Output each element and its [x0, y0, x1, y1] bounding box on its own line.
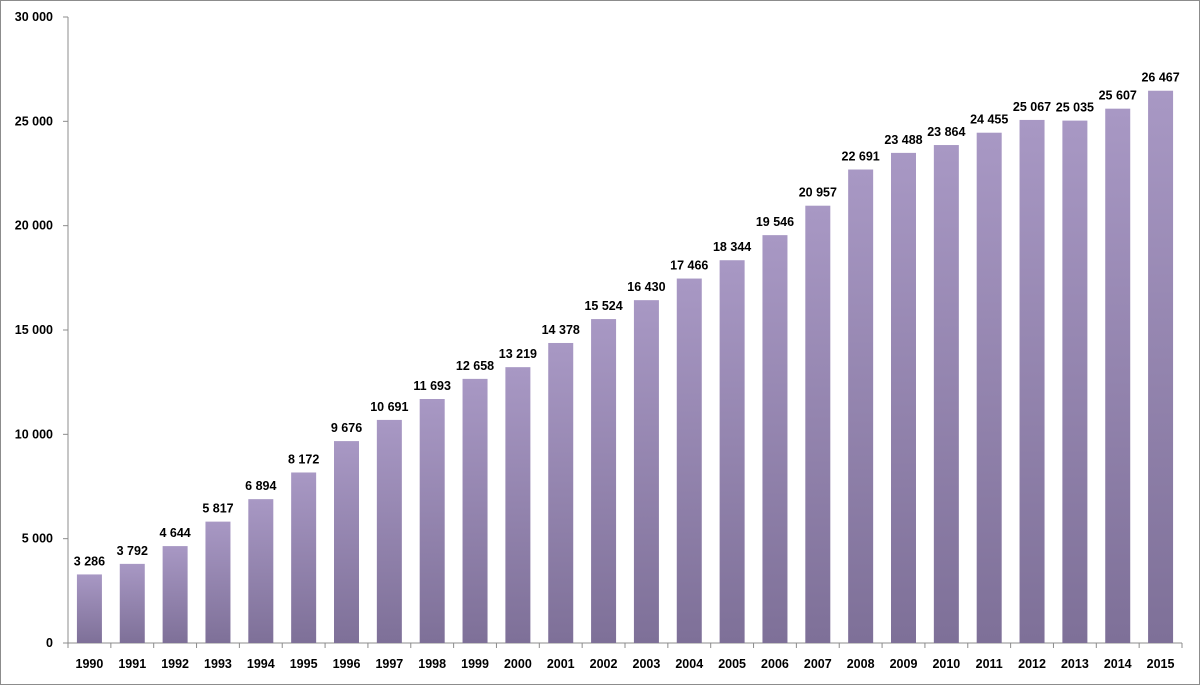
x-tick-label-2010: 2010 [932, 657, 960, 671]
x-tick-label-1992: 1992 [161, 657, 189, 671]
x-tick-label-1993: 1993 [204, 657, 232, 671]
data-label-2005: 18 344 [713, 240, 751, 254]
x-tick-label-2013: 2013 [1061, 657, 1089, 671]
x-axis-ticks: 1990 1991 1992 1993 1994 1995 1996 1997 1998 1999… [67, 643, 1183, 671]
x-tick-label-2007: 2007 [804, 657, 832, 671]
data-label-2011: 24 455 [970, 113, 1008, 127]
data-labels: 3 286 3 792 4 644 5 817 6 894 8 172 9 676 10 69… [74, 71, 1180, 569]
bar-1992 [162, 546, 188, 643]
bar-2012 [1019, 119, 1045, 644]
y-tick-label: 15 000 [15, 323, 53, 337]
y-tick-label: 20 000 [15, 219, 53, 233]
bar-2014 [1105, 108, 1131, 644]
bar-2006 [762, 235, 788, 643]
x-tick-label-1994: 1994 [247, 657, 275, 671]
bar-2011 [976, 132, 1002, 643]
x-tick-label-2011: 2011 [976, 657, 1003, 671]
x-tick-label-2001: 2001 [547, 657, 575, 671]
data-label-1998: 11 693 [413, 379, 451, 393]
bar-1996 [334, 441, 359, 643]
data-label-1995: 8 172 [288, 452, 319, 466]
bar-1991 [119, 563, 145, 643]
x-tick-label-2000: 2000 [504, 657, 532, 671]
data-label-1996: 9 676 [331, 421, 362, 435]
x-tick-label-2004: 2004 [675, 657, 703, 671]
data-label-1990: 3 286 [74, 554, 105, 568]
data-label-1999: 12 658 [456, 359, 494, 373]
y-tick-label: 10 000 [15, 427, 53, 441]
data-label-2002: 15 524 [584, 299, 622, 313]
data-label-1992: 4 644 [159, 526, 190, 540]
data-label-2009: 23 488 [884, 133, 922, 147]
x-tick-label-2014: 2014 [1104, 657, 1132, 671]
data-label-2014: 25 607 [1099, 89, 1137, 103]
x-tick-label-1997: 1997 [375, 657, 403, 671]
y-tick-label: 0 [46, 636, 53, 650]
bars [76, 90, 1174, 644]
bar-2007 [805, 205, 831, 643]
data-label-2006: 19 546 [756, 215, 794, 229]
bar-1998 [419, 399, 445, 643]
data-label-2010: 23 864 [927, 125, 965, 139]
data-label-1994: 6 894 [245, 479, 276, 493]
bar-2001 [548, 342, 574, 643]
x-tick-label-1998: 1998 [418, 657, 446, 671]
bar-1990 [76, 574, 102, 643]
bar-2000 [505, 367, 531, 643]
data-label-1993: 5 817 [202, 502, 233, 516]
bar-2002 [591, 319, 617, 643]
bar-2008 [848, 169, 874, 643]
data-label-2013: 25 035 [1056, 101, 1094, 115]
bar-1999 [462, 378, 488, 643]
data-label-2001: 14 378 [542, 323, 580, 337]
data-label-2015: 26 467 [1141, 71, 1179, 85]
bar-2005 [719, 260, 745, 643]
bar-1995 [291, 472, 317, 643]
data-label-2007: 20 957 [799, 186, 837, 200]
bar-2009 [891, 152, 916, 643]
data-label-2004: 17 466 [670, 259, 708, 273]
bar-2004 [676, 278, 702, 643]
bar-2010 [933, 145, 959, 643]
x-tick-label-2006: 2006 [761, 657, 789, 671]
x-tick-label-1996: 1996 [333, 657, 361, 671]
data-label-1997: 10 691 [370, 400, 408, 414]
bar-2003 [633, 300, 659, 643]
data-label-1991: 3 792 [117, 544, 148, 558]
x-tick-label-1995: 1995 [290, 657, 318, 671]
x-tick-label-2009: 2009 [890, 657, 918, 671]
x-tick-label-2002: 2002 [590, 657, 618, 671]
y-tick-label: 5 000 [22, 532, 53, 546]
x-tick-label-1990: 1990 [76, 657, 104, 671]
bar-2013 [1062, 120, 1088, 643]
y-tick-label: 30 000 [15, 10, 53, 24]
x-tick-label-1991: 1991 [118, 657, 146, 671]
bar-1993 [205, 521, 231, 643]
x-tick-label-2005: 2005 [718, 657, 746, 671]
x-tick-label-2012: 2012 [1018, 657, 1046, 671]
x-tick-label-1999: 1999 [461, 657, 489, 671]
bar-1994 [248, 499, 274, 643]
x-tick-label-2015: 2015 [1147, 657, 1175, 671]
data-label-2000: 13 219 [499, 347, 537, 361]
data-label-2008: 22 691 [842, 150, 880, 164]
bar-2015 [1148, 90, 1174, 644]
bar-1997 [376, 419, 402, 643]
x-tick-label-2003: 2003 [633, 657, 661, 671]
y-tick-label: 25 000 [15, 114, 53, 128]
data-label-2003: 16 430 [627, 280, 665, 294]
data-label-2012: 25 067 [1013, 100, 1051, 114]
x-tick-label-2008: 2008 [847, 657, 875, 671]
y-axis-ticks: 0 5 000 10 000 15 000 20 000 25 000 30 000 [15, 10, 68, 650]
